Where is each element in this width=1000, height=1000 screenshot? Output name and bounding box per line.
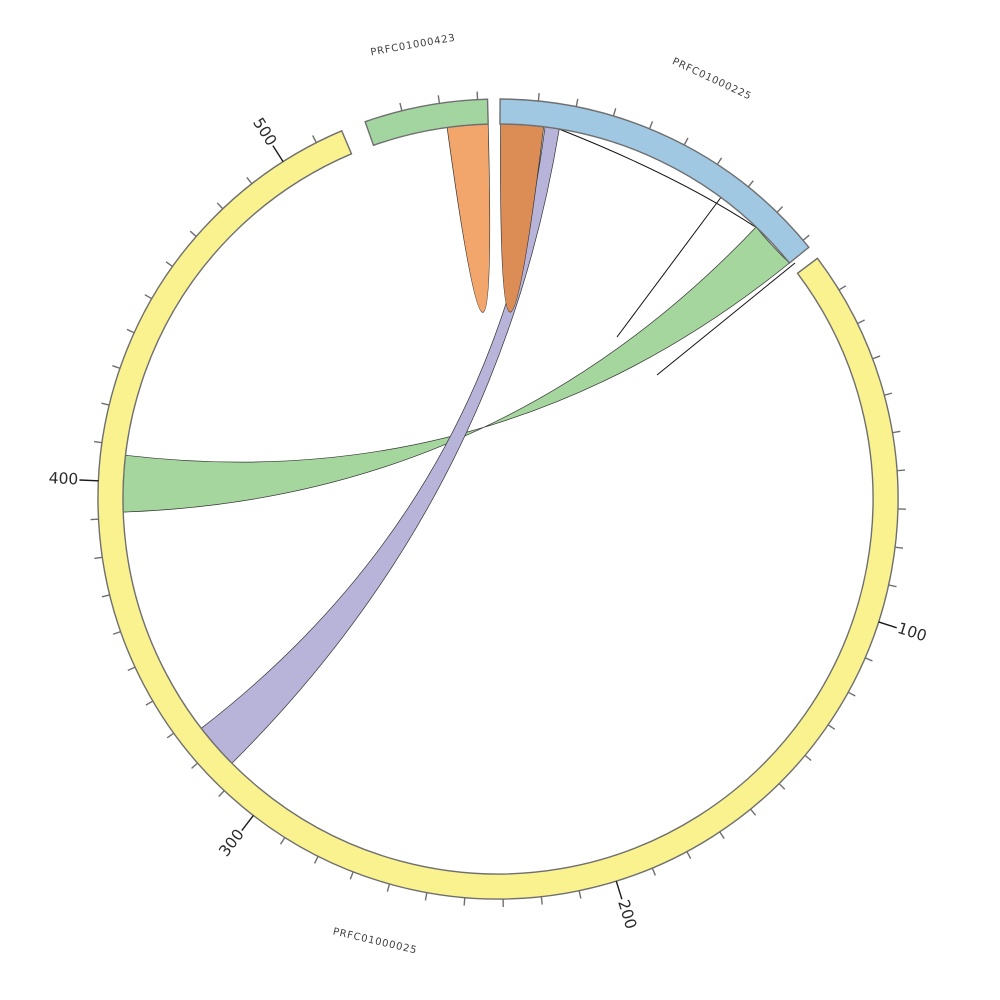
minor-tick — [804, 754, 812, 762]
minor-tick — [686, 851, 692, 859]
radial-line-1 — [616, 195, 723, 338]
minor-tick — [145, 700, 154, 706]
minor-tick — [648, 121, 654, 130]
minor-tick — [575, 98, 579, 107]
minor-tick — [437, 95, 441, 104]
contig-arc-PRFC01000025 — [97, 129, 899, 900]
minor-tick — [578, 890, 582, 899]
minor-tick — [189, 230, 197, 237]
minor-tick — [864, 657, 873, 662]
minor-tick — [463, 897, 466, 906]
minor-tick — [101, 402, 110, 406]
minor-tick — [838, 285, 847, 291]
minor-tick — [888, 584, 897, 588]
tick-label-100: 100 — [895, 619, 929, 645]
minor-tick — [144, 294, 153, 300]
tick-label-200: 200 — [614, 898, 640, 932]
tick-label-400: 400 — [48, 469, 78, 488]
minor-tick — [312, 135, 317, 143]
minor-tick — [537, 93, 540, 102]
minor-tick — [216, 202, 224, 210]
minor-tick — [126, 328, 135, 334]
minor-tick — [94, 556, 103, 560]
minor-tick — [892, 430, 901, 434]
radial-line-2 — [656, 262, 796, 376]
minor-tick — [101, 594, 110, 598]
minor-tick — [112, 365, 121, 369]
contig-arc-PRFC01000225 — [499, 98, 810, 264]
minor-tick — [93, 440, 103, 444]
minor-tick — [802, 234, 810, 241]
contig-label-PRFC01000423: PRFC01000423 — [370, 33, 457, 59]
tick-label-300: 300 — [215, 826, 247, 860]
minor-tick — [112, 630, 121, 635]
contig-arc-PRFC01000423 — [364, 98, 489, 147]
minor-tick — [719, 831, 725, 839]
minor-tick — [872, 355, 881, 360]
minor-tick — [884, 392, 893, 396]
minor-tick — [127, 666, 136, 672]
minor-tick — [651, 867, 657, 876]
minor-tick — [399, 102, 403, 111]
minor-tick — [386, 883, 391, 892]
minor-tick — [827, 724, 836, 730]
major-tick-400 — [79, 479, 99, 482]
minor-tick — [313, 855, 319, 864]
contig-label-PRFC01000225: PRFC01000225 — [670, 56, 753, 102]
major-tick-500 — [272, 145, 284, 163]
minor-tick — [778, 783, 786, 790]
minor-tick — [847, 691, 856, 697]
tick-label-500: 500 — [249, 115, 280, 150]
ribbon-orange-light-lobe — [446, 123, 491, 313]
minor-tick — [750, 808, 757, 816]
minor-tick — [246, 177, 253, 185]
minor-tick — [165, 261, 173, 268]
minor-tick — [166, 732, 175, 739]
minor-tick — [349, 871, 354, 880]
minor-tick — [612, 108, 617, 117]
minor-tick — [716, 157, 723, 165]
minor-tick — [279, 837, 286, 845]
major-tick-100 — [878, 621, 897, 629]
minor-tick — [683, 137, 689, 146]
minor-tick — [540, 896, 543, 905]
minor-tick — [895, 546, 904, 549]
minor-tick — [776, 206, 784, 213]
minor-tick — [857, 319, 865, 325]
major-tick-300 — [241, 815, 254, 831]
contig-label-PRFC01000025: PRFC01000025 — [332, 926, 418, 956]
ribbon-green-ribbon — [122, 226, 790, 513]
arc-hug-line — [558, 128, 758, 229]
minor-tick — [218, 790, 225, 797]
minor-tick — [896, 469, 906, 472]
major-tick-200 — [615, 880, 623, 900]
minor-tick — [747, 180, 754, 188]
minor-tick — [191, 762, 199, 769]
minor-tick — [424, 892, 428, 901]
